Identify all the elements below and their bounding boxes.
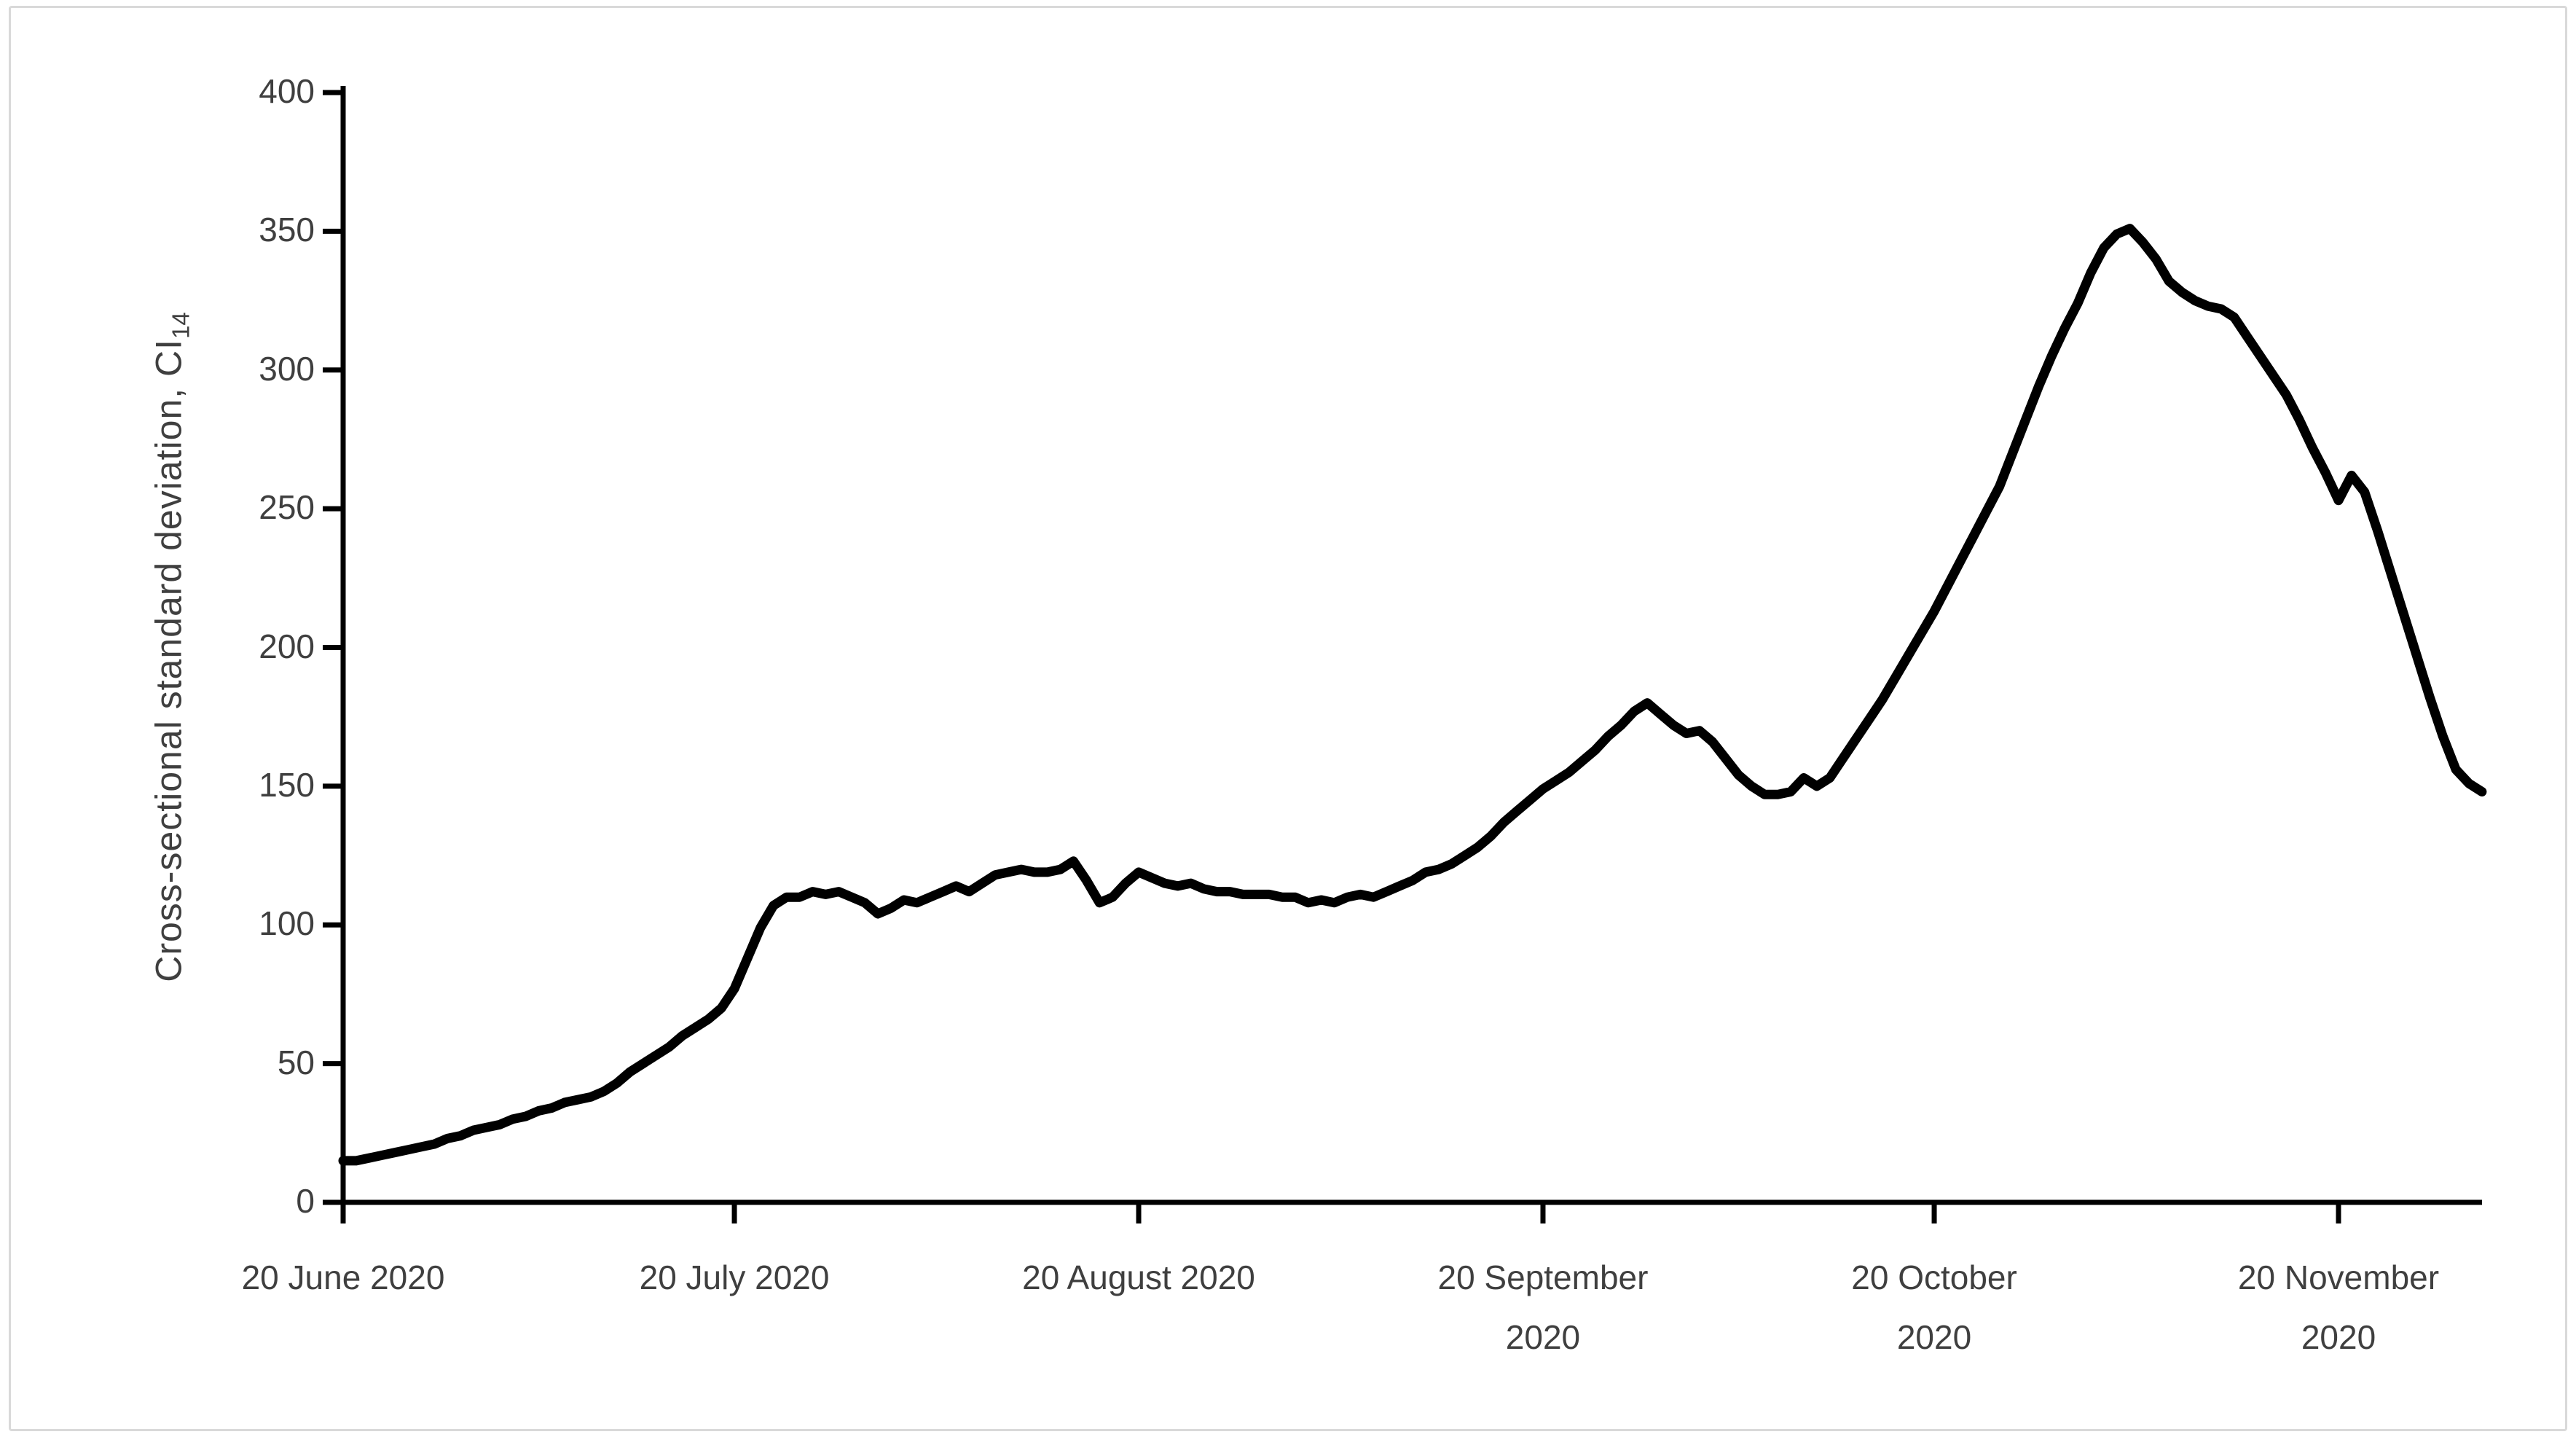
series-group bbox=[338, 224, 2487, 1166]
y-axis-title: Cross-sectional standard deviation, CI14 bbox=[148, 312, 195, 982]
x-tick-label-line1: 20 October bbox=[1851, 1258, 2017, 1296]
y-tick-label: 250 bbox=[259, 488, 315, 526]
y-tick-label: 200 bbox=[259, 627, 315, 665]
x-tick-label: 20 July 2020 bbox=[640, 1248, 830, 1307]
x-tick-label-line1: 20 June 2020 bbox=[241, 1258, 445, 1296]
x-tick-label: 20 June 2020 bbox=[242, 1248, 445, 1307]
x-tick-label: 20 October 2020 bbox=[1851, 1248, 2017, 1367]
tick-group bbox=[323, 90, 2341, 1223]
y-tick-label: 100 bbox=[259, 904, 315, 943]
x-tick-label-line1: 20 September bbox=[1437, 1258, 1649, 1296]
x-tick-label-line2: 2020 bbox=[1505, 1318, 1581, 1356]
axis-group bbox=[323, 86, 2482, 1205]
x-tick-label: 20 September 2020 bbox=[1437, 1248, 1648, 1367]
x-tick-label: 20 August 2020 bbox=[1022, 1248, 1255, 1307]
y-tick-label: 50 bbox=[277, 1043, 315, 1081]
x-tick-label-line1: 20 November bbox=[2237, 1258, 2440, 1296]
y-axis-title-text: Cross-sectional standard deviation, CI bbox=[148, 338, 189, 982]
y-tick-label: 400 bbox=[259, 71, 315, 110]
data-line bbox=[338, 224, 2487, 1166]
x-tick-label: 20 November 2020 bbox=[2238, 1248, 2439, 1367]
y-tick-label: 300 bbox=[259, 349, 315, 388]
y-tick-label: 0 bbox=[296, 1181, 315, 1220]
y-tick-label: 350 bbox=[259, 211, 315, 249]
x-tick-label-line1: 20 August 2020 bbox=[1022, 1258, 1255, 1296]
x-tick-label-line2: 2020 bbox=[2301, 1318, 2376, 1356]
y-tick-label: 150 bbox=[259, 765, 315, 804]
x-tick-label-line2: 2020 bbox=[1896, 1318, 1972, 1356]
x-tick-label-line1: 20 July 2020 bbox=[639, 1258, 830, 1296]
y-axis-title-subscript: 14 bbox=[167, 312, 195, 339]
